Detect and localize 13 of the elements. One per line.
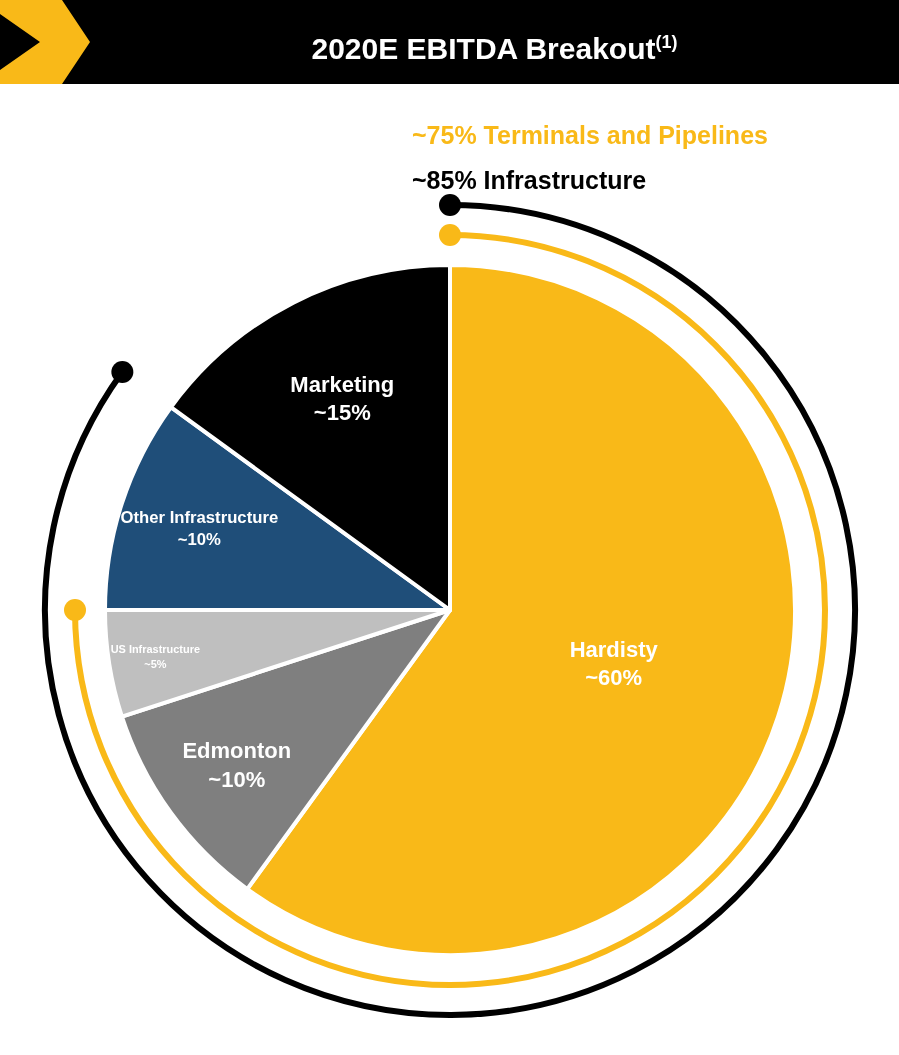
chart-title: 2020E EBITDA Breakout$^{(1)}$ <box>310 31 679 67</box>
slice-label: Hardisty <box>569 636 659 662</box>
slice-label: Edmonton <box>182 738 292 764</box>
slice-label: US Infrastructure <box>110 643 201 656</box>
slice-label: Marketing <box>290 371 395 397</box>
data-label: ~10% <box>208 766 266 792</box>
slice-label: Other Infrastructure <box>120 508 279 528</box>
text: ~75% Terminals and Pipelines <box>412 121 768 149</box>
text: ~85% Infrastructure <box>412 166 647 194</box>
data-label: ~10% <box>177 530 222 550</box>
data-label: ~5% <box>144 657 167 670</box>
data-label: ~60% <box>585 665 643 691</box>
data-label: ~15% <box>313 400 371 426</box>
